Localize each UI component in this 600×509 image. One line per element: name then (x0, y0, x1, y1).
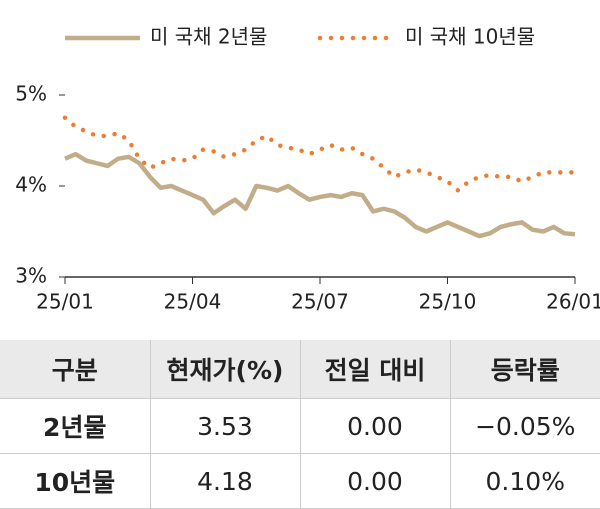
cell: 10년물 (0, 453, 150, 509)
header-cell: 등락률 (449, 340, 600, 399)
cell: 3.53 (149, 398, 300, 454)
cell: −0.05% (449, 398, 600, 454)
row: 10년물 4.18 0.00 0.10% (0, 453, 600, 509)
cell: 4.18 (149, 453, 300, 509)
header-cell: 현재가(%) (149, 340, 300, 399)
x-tick-label: 26/01 (546, 290, 600, 314)
series-line (62, 115, 578, 194)
y-tick-label: 4% (15, 173, 47, 197)
x-tick-label: 25/07 (291, 290, 349, 314)
cell: 2년물 (0, 398, 150, 454)
cell: 0.10% (449, 453, 600, 509)
header-cell: 구분 (0, 340, 150, 399)
y-tick-label: 5% (15, 82, 47, 106)
cell: 0.00 (299, 398, 450, 454)
quote-table: 구분 현재가(%) 전일 대비 등락률 2년물 3.53 0.00 −0.05%… (0, 340, 600, 509)
legend-label: 미 국채 2년물 (150, 25, 267, 49)
y-tick-label: 3% (15, 264, 47, 288)
header-row: 구분 현재가(%) 전일 대비 등락률 (0, 340, 600, 399)
header-cell: 전일 대비 (299, 340, 450, 399)
x-tick-label: 25/04 (164, 290, 222, 314)
row: 2년물 3.53 0.00 −0.05% (0, 398, 600, 454)
x-tick-label: 25/10 (419, 290, 477, 314)
cell: 0.00 (299, 453, 450, 509)
legend-label: 미 국채 10년물 (405, 25, 535, 49)
series-line (64, 151, 576, 239)
chart: 3% 4% 5% 25/01 25/04 25/07 25/10 26/01 미 국채 2년물 미… (15, 25, 600, 314)
x-tick-label: 25/01 (36, 290, 94, 314)
